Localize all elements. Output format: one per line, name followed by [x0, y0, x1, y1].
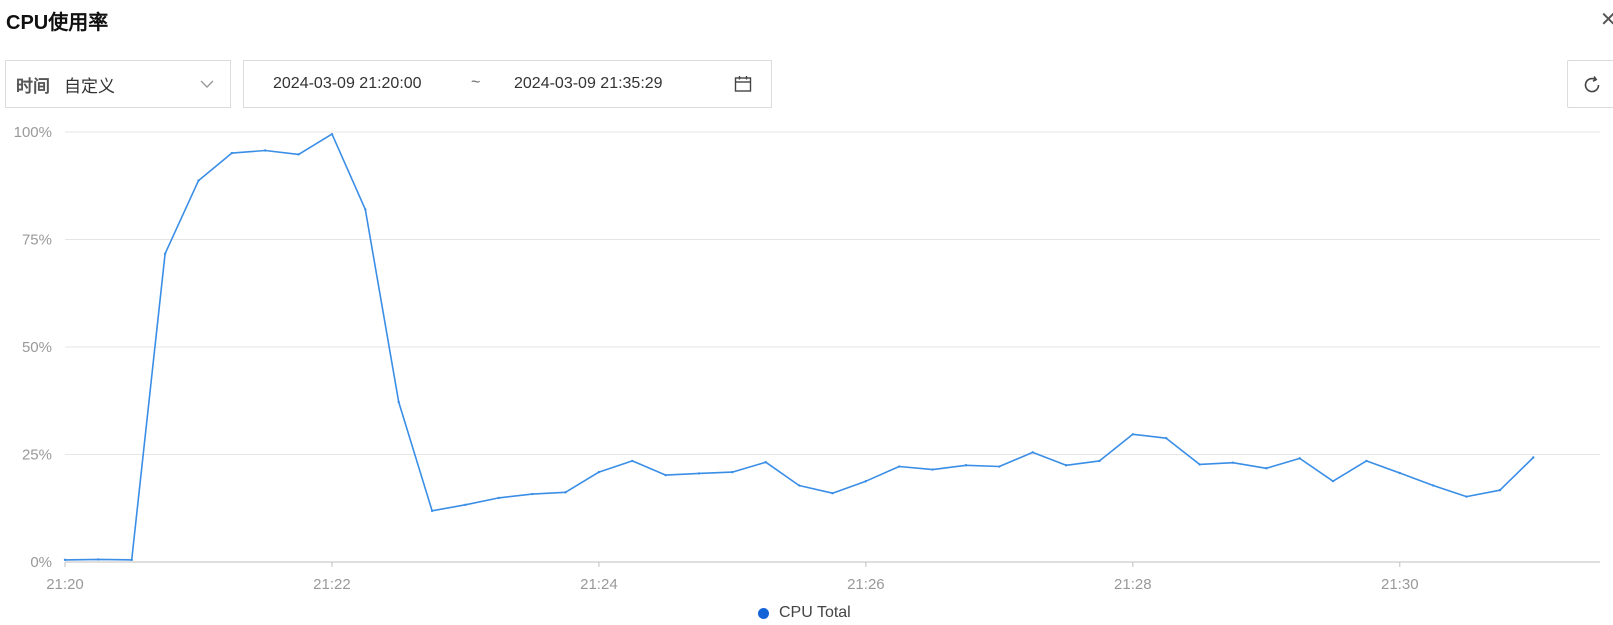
refresh-icon	[1584, 76, 1600, 93]
x-tick-label: 21:26	[847, 576, 885, 593]
data-point	[831, 492, 834, 495]
y-tick-label: 0%	[30, 554, 52, 571]
data-point	[864, 479, 868, 483]
data-point	[264, 149, 267, 152]
data-point	[998, 465, 1001, 468]
range-start-input[interactable]: 2024-03-09 21:20:00	[273, 75, 422, 92]
data-point	[130, 558, 133, 562]
data-point	[1064, 464, 1068, 467]
chart-legend[interactable]: CPU Total	[758, 604, 851, 622]
data-point	[1398, 471, 1401, 475]
data-point	[898, 465, 901, 468]
data-point	[197, 179, 200, 182]
data-point	[631, 459, 634, 463]
x-tick-label: 21:28	[1114, 576, 1152, 593]
data-point	[1431, 484, 1435, 487]
date-range-picker[interactable]: 2024-03-09 21:20:00 ~ 2024-03-09 21:35:2…	[243, 60, 772, 108]
data-point	[163, 252, 167, 255]
data-point	[63, 558, 67, 562]
data-point	[1331, 479, 1335, 483]
page-title: CPU使用率	[6, 12, 109, 34]
data-point	[530, 492, 534, 496]
refresh-button[interactable]	[1567, 60, 1613, 108]
data-point	[1098, 459, 1101, 463]
data-point	[330, 132, 334, 136]
chevron-down-icon	[200, 80, 214, 88]
data-point	[1265, 467, 1268, 470]
x-tick-label: 21:30	[1381, 576, 1419, 593]
data-point	[764, 461, 767, 464]
data-point	[1031, 451, 1034, 454]
legend-marker	[758, 607, 769, 619]
y-tick-label: 25%	[22, 447, 52, 464]
y-tick-label: 50%	[22, 339, 52, 356]
data-point	[1532, 456, 1535, 459]
x-tick-label: 21:24	[580, 576, 618, 593]
data-point	[1365, 459, 1368, 463]
range-end-input[interactable]: 2024-03-09 21:35:29	[514, 75, 663, 92]
time-mode-value: 自定义	[64, 76, 115, 96]
x-tick-label: 21:22	[313, 576, 351, 593]
data-point	[430, 509, 434, 513]
data-point	[597, 470, 601, 474]
data-point	[497, 496, 501, 500]
x-tick-label: 21:20	[46, 576, 84, 593]
data-point	[664, 473, 667, 477]
time-label: 时间	[16, 76, 50, 96]
data-point	[964, 464, 968, 467]
data-point	[1198, 463, 1201, 466]
data-point	[797, 484, 801, 487]
range-separator: ~	[471, 74, 481, 91]
cpu-usage-chart: 0% 25% 50% 75% 100% 21:20 21:22 21:24 21:26 21:2…	[14, 124, 1600, 593]
close-icon[interactable]: ✕	[1600, 9, 1613, 31]
y-tick-label: 100%	[14, 124, 52, 141]
data-point	[697, 472, 701, 475]
data-point	[1131, 433, 1135, 436]
data-point	[564, 491, 567, 494]
data-point	[731, 470, 734, 474]
data-point	[464, 503, 467, 507]
data-point	[931, 468, 934, 471]
calendar-icon[interactable]	[733, 74, 753, 94]
data-point	[397, 400, 400, 404]
time-mode-select[interactable]: 时间 自定义	[5, 60, 231, 108]
data-point	[1498, 488, 1502, 492]
data-point	[230, 151, 234, 155]
data-point	[97, 558, 100, 561]
data-point	[1465, 495, 1468, 498]
data-point	[1231, 461, 1235, 464]
data-point	[1164, 436, 1168, 440]
data-point	[1298, 457, 1301, 460]
data-point	[297, 153, 300, 156]
y-tick-label: 75%	[22, 232, 52, 249]
data-point	[364, 208, 367, 211]
legend-label: CPU Total	[779, 604, 851, 621]
